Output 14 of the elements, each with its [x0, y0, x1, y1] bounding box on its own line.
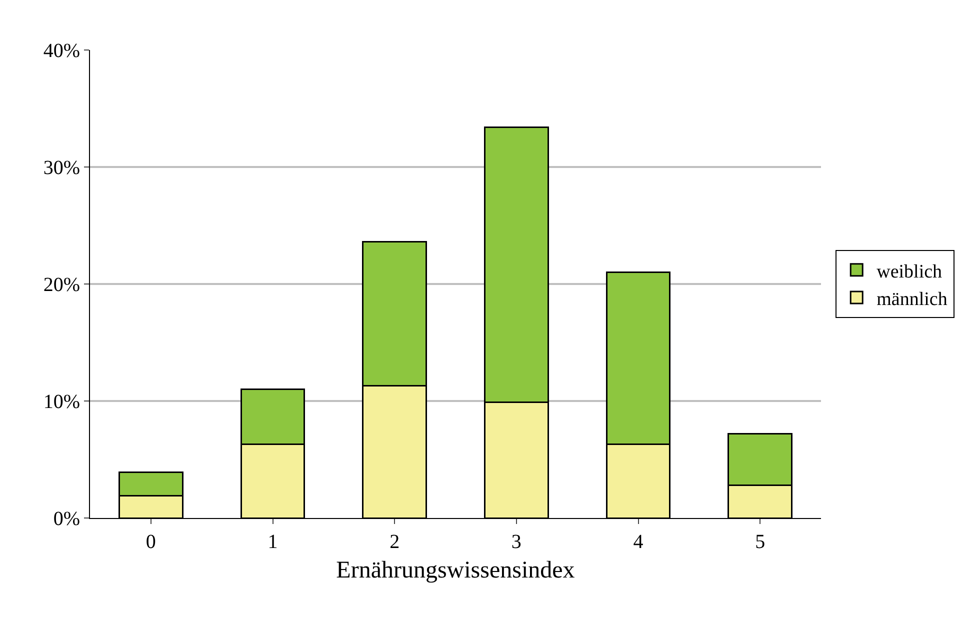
y-tick-label: 10% — [43, 391, 80, 413]
x-tick-label: 5 — [755, 531, 766, 553]
x-tick-label: 2 — [390, 531, 400, 553]
x-tick-label: 1 — [268, 531, 278, 553]
x-tick-label: 0 — [146, 531, 156, 553]
x-tick-label: 4 — [633, 531, 644, 553]
x-tick-label: 3 — [511, 531, 522, 553]
legend-label: männlich — [876, 288, 948, 310]
y-tick-label: 0% — [53, 508, 80, 530]
y-tick-label: 30% — [43, 157, 80, 179]
y-tick-label: 20% — [43, 274, 80, 296]
legend-label: weiblich — [876, 261, 943, 282]
y-tick-label: 40% — [43, 40, 80, 62]
x-axis-title: Ernährungswissensindex — [336, 557, 575, 584]
